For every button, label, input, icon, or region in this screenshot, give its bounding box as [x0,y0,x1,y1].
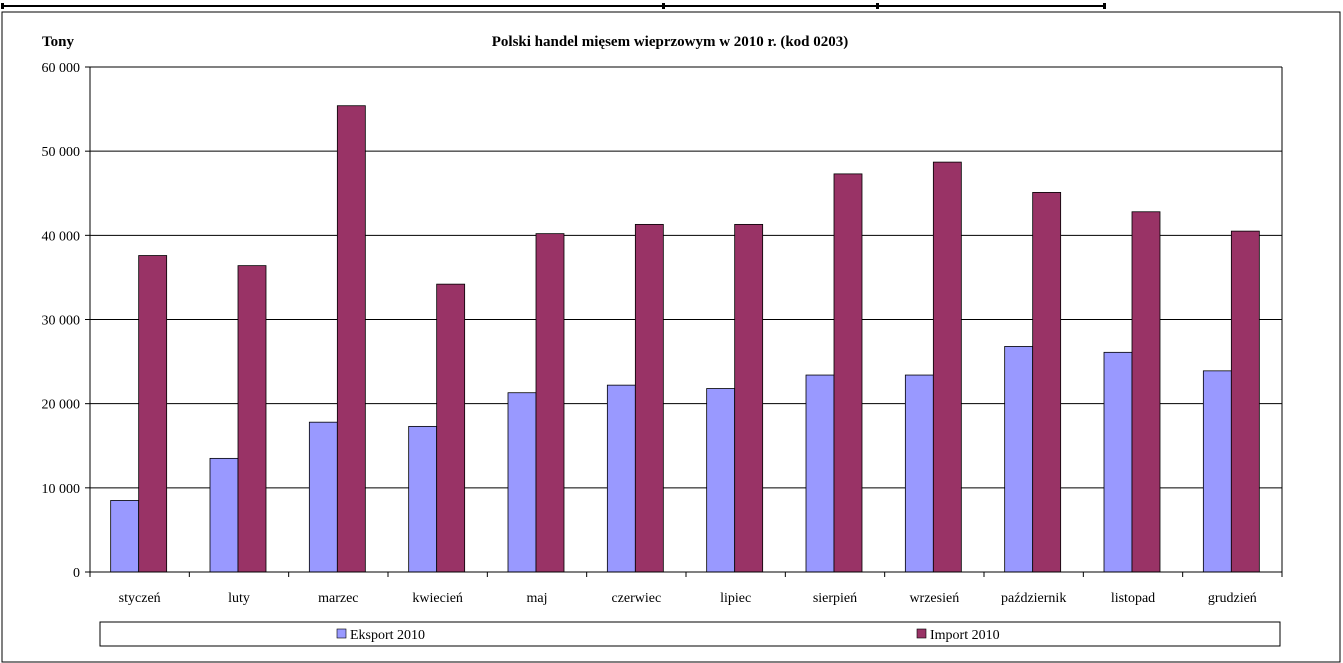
bar-import [237,265,267,573]
legend-label-import: Import 2010 [930,628,1000,643]
y-tick-label: 20 000 [42,398,81,413]
x-tick-label: wrzesień [909,591,959,606]
legend-box [99,621,1281,647]
top-rule-handle [662,3,665,9]
bar-eksport [308,421,338,573]
chart-title: Polski handel mięsem wieprzowym w 2010 r… [492,34,849,50]
x-tick-label: listopad [1111,591,1155,606]
legend-swatch-eksport [336,628,347,639]
bar-import [734,223,764,573]
bar-eksport [1103,351,1133,573]
bar-eksport [904,374,934,573]
bar-eksport [110,500,140,573]
x-tick-label: sierpień [813,591,857,606]
x-tick-label: październik [1001,591,1066,606]
bar-import [1131,211,1161,573]
y-axis-ticks: 0 10 000 20 000 30 000 40 000 50 000 60 000 [42,61,90,581]
bar-eksport [606,384,636,573]
x-tick-label: marzec [318,591,358,606]
bar-eksport [706,388,736,573]
x-tick-label: lipiec [720,591,751,606]
x-tick-label: grudzień [1208,591,1257,606]
top-rule-handle [1103,3,1106,9]
x-tick-label: styczeń [119,591,161,606]
y-tick-label: 60 000 [42,61,81,76]
bar-import [535,233,565,573]
y-tick-label: 40 000 [42,229,81,244]
legend-label-eksport: Eksport 2010 [350,628,425,643]
y-tick-label: 10 000 [42,482,81,497]
y-tick-label: 30 000 [42,314,81,329]
bar-import [634,223,664,573]
y-tick-label: 50 000 [42,145,81,160]
top-rule-handle [1,3,4,9]
bar-eksport [1202,370,1232,573]
bar-import [138,255,168,573]
bar-import [833,173,863,573]
bar-import [436,283,466,573]
bar-eksport [209,457,239,573]
bar-import [932,161,962,573]
y-tick-label: 0 [73,566,80,581]
top-rule-handle [876,3,879,9]
bars [110,105,1260,573]
legend-swatch-import [916,628,927,639]
bar-import [336,105,366,573]
bar-eksport [408,425,438,573]
x-tick-label: kwiecień [412,591,463,606]
bar-eksport [1004,346,1034,573]
x-axis-ticks: styczeń luty marzec kwiecień maj czerwiec lipi… [89,572,1283,606]
y-axis-label: Tony [42,34,74,50]
bar-import [1032,192,1062,573]
x-tick-label: czerwiec [611,591,661,606]
bar-eksport [805,374,835,573]
bar-import [1230,230,1260,573]
x-tick-label: luty [228,591,250,606]
axes [89,66,1283,573]
x-tick-label: maj [527,591,548,606]
bar-eksport [507,392,537,573]
